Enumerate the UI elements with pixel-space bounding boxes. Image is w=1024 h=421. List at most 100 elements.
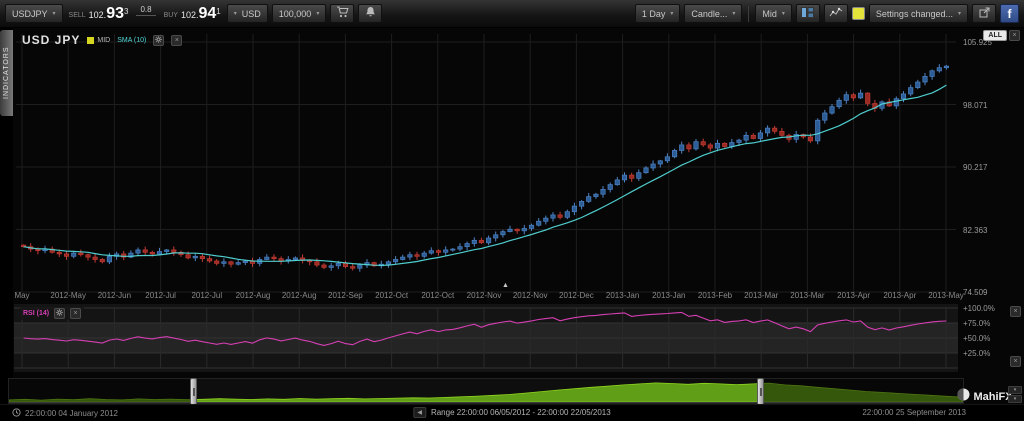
x-axis-label: 2012-Dec [559,291,594,300]
x-axis: May 2012-May 2012-Jun 2012-Jul 2012-Jul 2012-… [14,291,963,303]
x-axis-label: 2012-Aug [281,291,317,300]
y-axis-label: 74.509 [963,288,988,297]
zoom-all-group: ALL × [983,30,1020,41]
x-axis-label: 2012-Nov [512,291,548,300]
indicators-tab[interactable]: INDICATORS [0,30,13,116]
status-bar: 22:00:00 04 January 2012 ◀ Range 22:00:0… [0,404,1024,421]
x-axis-label: 2012-Jul [145,291,176,300]
color-swatch[interactable] [851,7,865,20]
rsi-plot[interactable] [14,304,958,372]
range-start-text: 22:00:00 04 January 2012 [25,409,118,418]
close-icon: × [73,310,78,317]
rsi-axis-label: +75.0% [963,319,991,328]
alerts-button[interactable] [358,4,383,23]
chevron-down-icon: ▾ [732,11,736,17]
pair-label: USDJPY [12,8,48,19]
x-axis-label: 2013-Jan [652,291,686,300]
share-icon [979,5,990,23]
zoom-close-button[interactable]: × [1009,30,1020,41]
sell-label: SELL [68,11,86,19]
handle-grip-icon [193,388,196,396]
x-axis-label: May [14,291,30,300]
sell-quote[interactable]: SELL 102. 93 3 [67,4,131,22]
cart-button[interactable] [330,4,355,23]
facebook-icon: f [1007,6,1012,21]
brand-logo: MahiFX ° [957,388,1018,406]
y-axis-label: 82.363 [963,225,988,235]
handle-grip-icon [759,388,762,396]
indicator-line-button[interactable] [823,4,848,23]
x-axis-label: 2013-Jan [605,291,640,300]
sell-price-pip: 3 [123,6,129,16]
layout-button[interactable] [795,4,820,23]
main-plot[interactable] [14,28,958,296]
x-axis-label: 2012-Nov [466,291,502,300]
bell-icon [365,5,376,23]
scroll-controls: ▾ ▾ [1008,386,1022,403]
currency-selector[interactable]: ▾ USD [226,4,268,23]
rsi-y-axis: +100.0% +75.0% +50.0% +25.0% [961,304,1007,372]
close-icon: × [1013,358,1018,365]
period-selector[interactable]: 1 Day ▾ [634,4,681,23]
zoom-all-button[interactable]: ALL [983,30,1007,41]
x-axis-label: 2012-Oct [421,291,455,300]
rsi-axis-label: +25.0% [963,349,991,358]
price-type-label: Mid [762,8,777,19]
mahifx-logo-icon [957,388,970,406]
settings-label: Settings changed... [875,8,953,19]
close-icon: × [1012,32,1017,39]
settings-selector[interactable]: Settings changed... ▾ [868,4,968,23]
navigator-plot[interactable] [8,379,964,403]
range-start: 22:00:00 04 January 2012 [12,408,118,419]
facebook-button[interactable]: f [1000,4,1019,23]
indicators-tab-label: INDICATORS [3,46,10,100]
buy-price-pip: 1 [216,6,221,16]
chart-close-button[interactable]: × [171,34,183,46]
sell-price-small: 102. [88,9,107,20]
buy-label: BUY [163,11,178,19]
sell-price-big: 93 [106,4,124,22]
rsi-axis-label: +100.0% [963,304,995,313]
share-button[interactable] [972,4,996,23]
amount-selector[interactable]: 100,000 ▾ [271,4,327,23]
rsi-legend-label[interactable]: RSI (14) [23,310,50,317]
pair-selector[interactable]: USDJPY ▾ [5,4,63,23]
spread-value: 0.8 [136,5,156,16]
x-axis-label: 2013-Mar [790,291,825,300]
y-axis-label: 105.925 [963,38,992,47]
navigator-left-handle[interactable] [190,378,198,405]
chevron-down-icon: ▾ [1013,387,1017,393]
buy-price-small: 102. [180,9,199,20]
panel-collapse-button[interactable]: × [1010,306,1021,317]
skip-start-button[interactable]: ◀ [413,407,426,418]
chevron-down-icon: ▾ [781,11,785,17]
range-end: 22:00:00 25 September 2013 [862,408,966,417]
x-axis-label: 2012-Aug [235,291,271,300]
chevron-down-icon: ▾ [233,11,237,17]
event-marker-icon[interactable]: ▲ [502,282,509,289]
panel-collapse-button-2[interactable]: × [1010,356,1021,367]
period-label: 1 Day [641,8,666,19]
chart-type-selector[interactable]: Candle... ▾ [684,4,743,23]
currency-label: USD [241,8,261,19]
rsi-settings-button[interactable] [54,308,66,319]
chevron-down-icon: ▾ [1013,396,1017,402]
range-navigator[interactable] [8,378,964,405]
navigator-right-handle[interactable] [756,378,764,405]
amount-value: 100,000 [278,8,312,19]
chart-settings-button[interactable] [153,34,165,46]
range-display: ◀ Range 22:00:00 06/05/2012 - 22:00:00 2… [413,407,611,418]
x-axis-label: 2012-Oct [375,291,409,300]
rsi-close-button[interactable]: × [70,308,82,319]
price-type-selector[interactable]: Mid ▾ [755,4,792,23]
brand-name: MahiFX [973,391,1013,403]
chevron-down-icon: ▾ [670,11,674,17]
skip-start-icon: ◀ [417,410,422,416]
x-axis-label: 2013-May [928,291,964,300]
buy-quote[interactable]: BUY 102. 94 1 [162,5,223,21]
panels-icon [801,5,815,23]
scroll-down-button-2[interactable]: ▾ [1008,395,1022,403]
scroll-down-button[interactable]: ▾ [1008,386,1022,394]
sma-legend-label[interactable]: SMA (10) [117,36,147,44]
x-axis-label: 2013-Apr [883,291,917,300]
